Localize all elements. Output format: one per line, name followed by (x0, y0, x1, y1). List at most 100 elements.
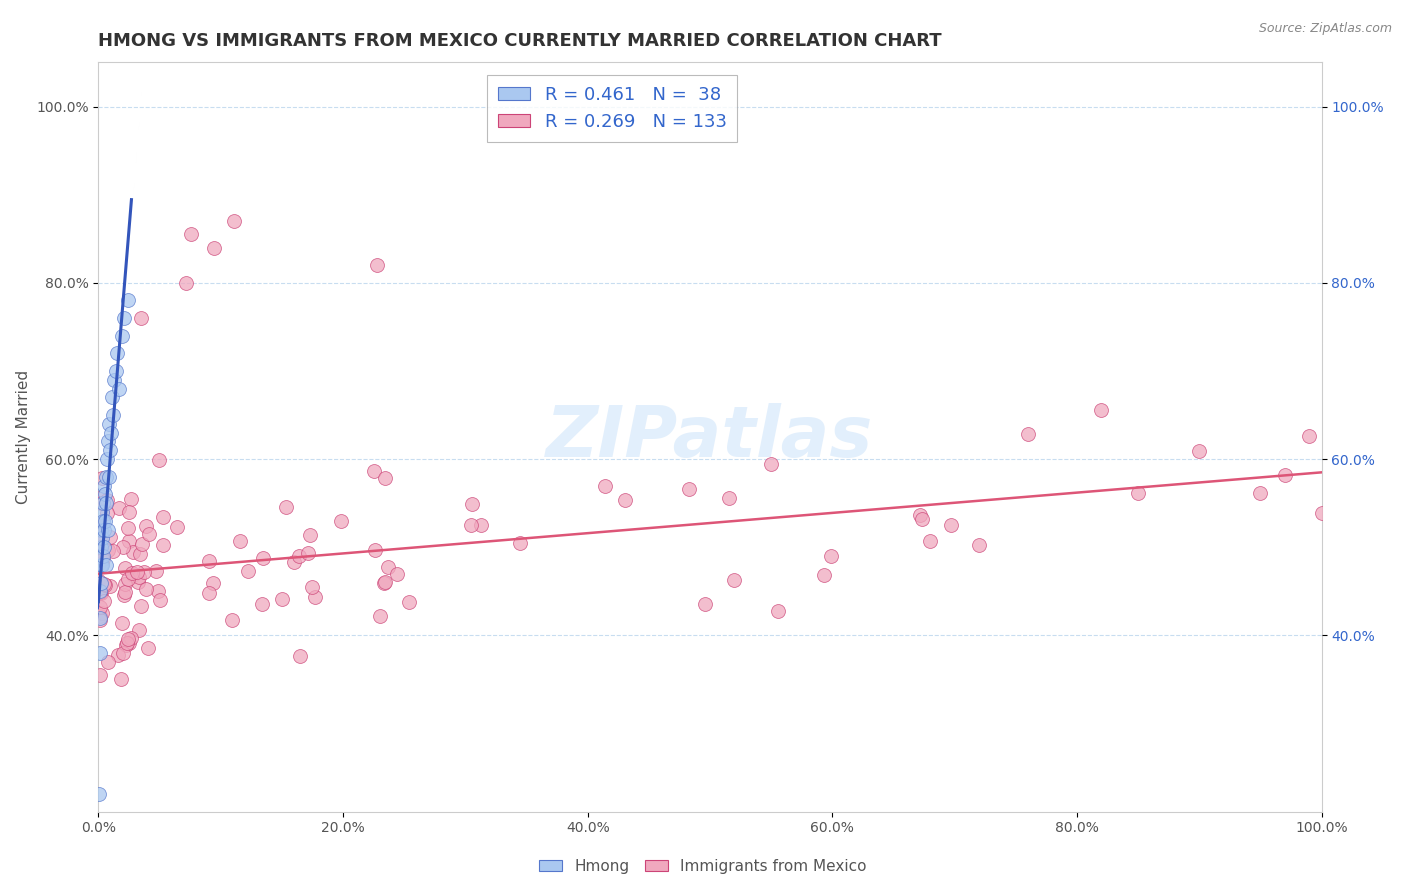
Point (1274, 468, 1296, 483)
Point (120, 492, 142, 507)
Point (202, 241, 225, 255)
Point (90, 541, 112, 555)
Point (100, 425, 122, 440)
Point (101, 408, 124, 422)
Point (1017, 426, 1039, 441)
Point (96, 496, 118, 510)
Point (89, 582, 111, 596)
Point (96, 506, 118, 520)
Text: ZIPatlas: ZIPatlas (547, 402, 873, 472)
Point (967, 538, 990, 552)
Point (717, 491, 740, 506)
Point (98, 443, 121, 458)
Point (90, 470, 112, 484)
Point (122, 545, 145, 559)
Legend: Hmong, Immigrants from Mexico: Hmong, Immigrants from Mexico (533, 853, 873, 880)
Point (89, 543, 111, 558)
Point (398, 595, 420, 609)
Point (128, 570, 150, 584)
Point (89, 585, 111, 599)
Point (94, 469, 117, 483)
Point (111, 615, 134, 630)
Point (920, 533, 942, 548)
Point (93, 523, 115, 537)
Point (288, 649, 311, 664)
Point (118, 636, 141, 650)
Point (96, 452, 118, 467)
Text: Source: ZipAtlas.com: Source: ZipAtlas.com (1258, 22, 1392, 36)
Point (93, 478, 115, 492)
Point (131, 311, 153, 326)
Text: HMONG VS IMMIGRANTS FROM MEXICO CURRENTLY MARRIED CORRELATION CHART: HMONG VS IMMIGRANTS FROM MEXICO CURRENTL… (98, 32, 942, 50)
Y-axis label: Currently Married: Currently Married (15, 370, 31, 504)
Point (145, 564, 167, 578)
Point (330, 515, 353, 529)
Point (90, 528, 112, 542)
Point (93, 514, 115, 528)
Point (110, 673, 132, 687)
Point (131, 536, 153, 550)
Point (89, 584, 111, 599)
Point (97, 434, 120, 449)
Point (252, 551, 274, 566)
Point (135, 582, 157, 597)
Legend: R = 0.461   N =  38, R = 0.269   N = 133: R = 0.461 N = 38, R = 0.269 N = 133 (486, 75, 738, 142)
Point (1310, 506, 1333, 520)
Point (127, 574, 149, 589)
Point (89, 646, 111, 660)
Point (114, 561, 136, 575)
Point (90, 523, 112, 537)
Point (125, 565, 148, 579)
Point (89, 613, 111, 627)
Point (1188, 443, 1211, 458)
Point (678, 483, 700, 497)
Point (94, 578, 117, 592)
Point (135, 518, 157, 533)
Point (166, 520, 188, 534)
Point (89, 609, 111, 624)
Point (112, 311, 135, 326)
Point (368, 609, 391, 624)
Point (94, 487, 117, 501)
Point (101, 391, 124, 405)
Point (117, 632, 139, 647)
Point (509, 536, 531, 550)
Point (723, 574, 745, 588)
Point (197, 553, 219, 567)
Point (112, 646, 135, 660)
Point (117, 293, 139, 308)
Point (107, 648, 129, 662)
Point (1090, 403, 1112, 417)
Point (89, 557, 111, 571)
Point (97, 523, 120, 537)
Point (98, 579, 121, 593)
Point (385, 567, 408, 582)
Point (363, 464, 385, 478)
Point (97, 469, 120, 483)
Point (460, 518, 482, 533)
Point (96, 493, 118, 508)
Point (131, 599, 153, 613)
Point (93, 541, 115, 555)
Point (122, 568, 145, 582)
Point (89, 520, 111, 534)
Point (304, 590, 326, 604)
Point (759, 458, 782, 472)
Point (111, 328, 134, 343)
Point (366, 258, 388, 272)
Point (128, 623, 150, 637)
Point (470, 518, 492, 533)
Point (89, 574, 111, 588)
Point (108, 382, 131, 396)
Point (813, 568, 835, 582)
Point (89, 667, 111, 681)
Point (114, 584, 136, 599)
Point (94, 558, 117, 572)
Point (941, 518, 963, 533)
Point (301, 581, 323, 595)
Point (112, 588, 135, 602)
Point (89, 517, 111, 532)
Point (238, 564, 260, 578)
Point (98, 530, 121, 544)
Point (90, 607, 112, 621)
